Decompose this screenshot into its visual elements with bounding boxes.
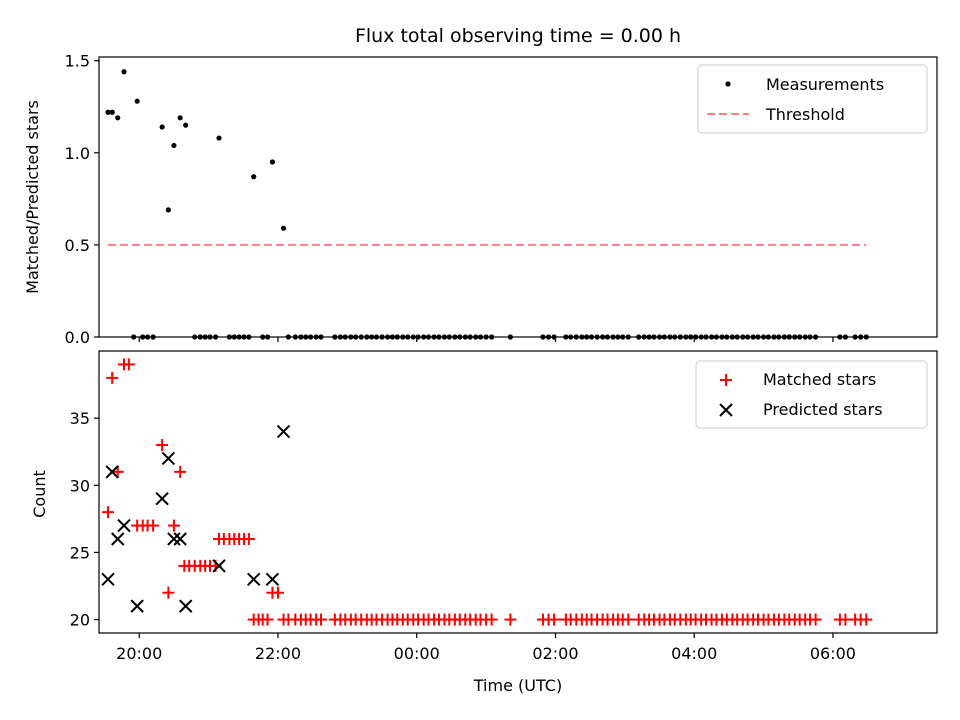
matched-star-point <box>261 613 274 626</box>
predicted-star-point <box>212 559 226 573</box>
matched-star-point <box>548 613 561 626</box>
predicted-star-point <box>161 451 176 466</box>
x-tick-label: 02:00 <box>532 644 578 663</box>
top-y-tick-label: 1.0 <box>65 144 90 163</box>
legend-matched-marker <box>720 374 732 386</box>
bottom-axes-frame <box>98 350 938 634</box>
predicted-star-point <box>173 532 187 546</box>
measurement-point <box>109 109 115 115</box>
measurement-point <box>165 207 171 213</box>
top-x-ticks <box>138 337 834 342</box>
x-tick-label: 00:00 <box>394 644 440 663</box>
predicted-star-point <box>276 424 291 439</box>
matched-star-point <box>156 439 169 451</box>
top-y-tick-label: 0.5 <box>65 236 90 255</box>
predicted-star-point <box>130 599 144 613</box>
bottom-y-tick-label: 20 <box>70 611 90 630</box>
matched-star-point <box>314 613 327 626</box>
matched-star-point <box>147 519 160 532</box>
x-tick-label: 20:00 <box>116 644 162 663</box>
matched-star-point <box>122 358 135 371</box>
matched-star-point <box>102 506 115 519</box>
matched-star-point <box>162 586 175 599</box>
x-tick-label: 06:00 <box>810 644 856 663</box>
legend-measurements-marker <box>725 81 731 87</box>
legend-predicted-marker <box>719 403 733 417</box>
measurement-point <box>251 174 257 180</box>
predicted-star-point <box>105 465 119 479</box>
legend-matched-label: Matched stars <box>763 370 876 389</box>
matched-star-point <box>174 465 187 478</box>
legend-measurements-label: Measurements <box>766 75 884 94</box>
predicted-star-point <box>167 532 181 546</box>
top-y-axis-label: Matched/Predicted stars <box>23 100 42 294</box>
matched-star-point <box>485 613 498 626</box>
predicted-star-point <box>179 599 193 613</box>
predicted-star-point <box>117 518 131 533</box>
matched-star-point <box>167 519 180 532</box>
top-panel: 0.0 0.5 1.0 1.5 Matched/Predicted stars Mea… <box>23 52 938 347</box>
bottom-y-tick-label: 30 <box>70 476 90 495</box>
top-axes-frame <box>98 56 938 338</box>
matched-star-point <box>271 586 284 599</box>
matched-star-point <box>622 613 635 626</box>
bottom-y-axis-label: Count <box>30 470 49 518</box>
bottom-legend-box <box>695 360 928 429</box>
measurement-point <box>269 159 276 165</box>
bottom-marks <box>101 358 873 626</box>
predicted-star-point <box>246 572 261 586</box>
bottom-legend: Matched stars Predicted stars <box>695 360 928 429</box>
x-axis-label: Time (UTC) <box>473 676 562 695</box>
bottom-y-ticks: 20 25 30 35 <box>70 409 99 630</box>
legend-predicted-label: Predicted stars <box>763 400 883 419</box>
top-y-ticks: 0.0 0.5 1.0 1.5 <box>65 52 99 347</box>
x-tick-label: 22:00 <box>255 644 301 663</box>
legend-threshold-label: Threshold <box>765 105 845 124</box>
matched-star-point <box>106 371 119 384</box>
matched-star-point <box>504 613 517 626</box>
predicted-star-point <box>265 572 280 586</box>
matched-star-point <box>242 533 255 545</box>
measurement-point <box>115 115 121 121</box>
matched-star-point <box>111 465 124 478</box>
chart-title: Flux total observing time = 0.00 h <box>355 25 681 47</box>
predicted-star-point <box>155 492 169 506</box>
top-legend-box <box>697 64 928 134</box>
predicted-star-point <box>101 572 115 586</box>
measurement-point <box>105 109 111 115</box>
measurement-point <box>177 115 183 121</box>
matched-star-point <box>809 613 822 626</box>
measurement-point <box>121 69 127 75</box>
bottom-y-tick-label: 25 <box>70 543 90 562</box>
measurement-point <box>280 225 287 231</box>
measurement-point <box>216 135 222 141</box>
matched-star-point <box>860 613 873 626</box>
bottom-x-ticks: 20:00 22:00 00:00 02:00 04:00 06:00 <box>116 633 856 663</box>
top-y-tick-label: 1.5 <box>65 52 90 71</box>
predicted-star-point <box>111 532 125 546</box>
measurement-point <box>183 122 189 128</box>
top-y-tick-label: 0.0 <box>65 328 90 347</box>
measurement-point <box>171 142 177 149</box>
top-legend: Measurements Threshold <box>697 64 928 134</box>
x-tick-label: 04:00 <box>671 644 717 663</box>
measurement-point <box>159 124 165 130</box>
measurement-point <box>134 98 140 104</box>
bottom-y-tick-label: 35 <box>70 409 90 428</box>
